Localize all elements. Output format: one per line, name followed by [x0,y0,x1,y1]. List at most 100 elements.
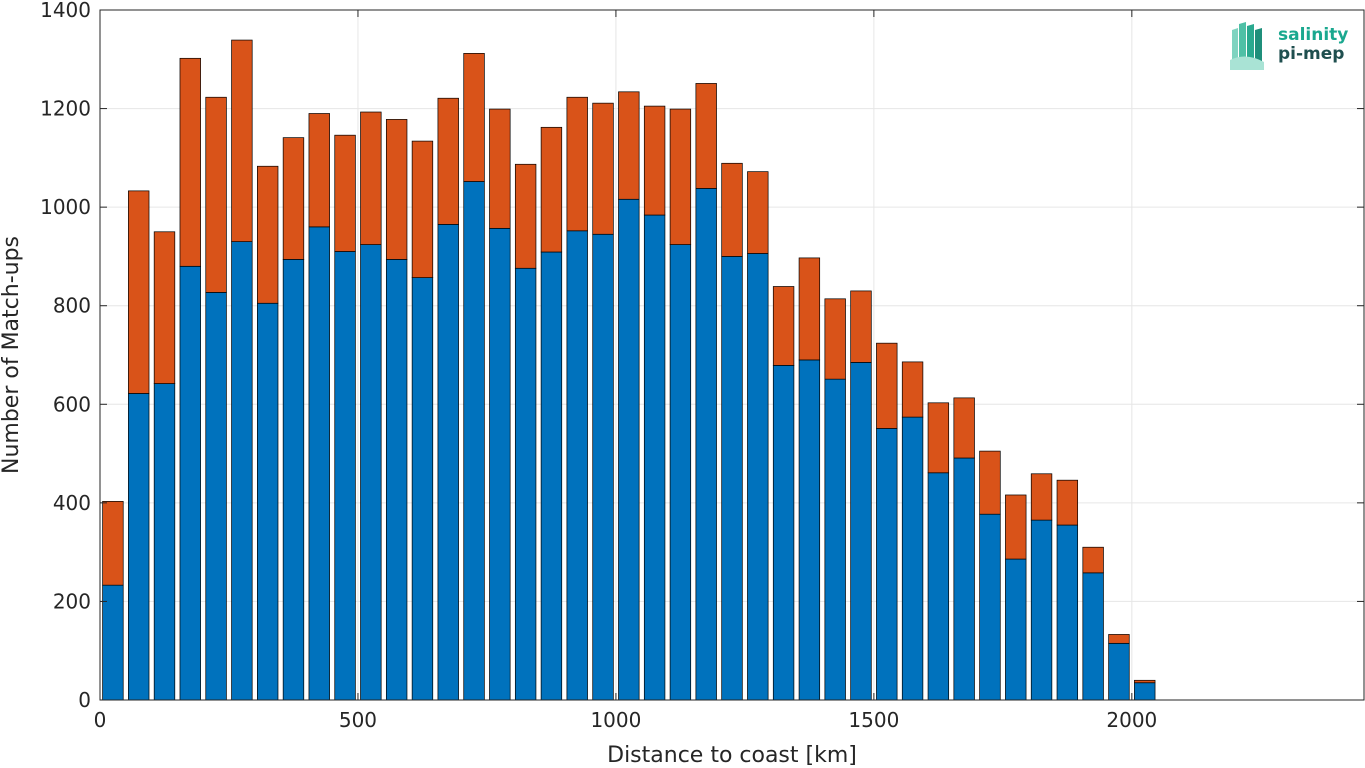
bar-series1 [179,265,201,701]
logo-text-pimep: pi-mep [1278,44,1344,64]
plot-frame [99,9,1365,701]
bar-series2 [153,231,176,384]
bar-series2 [772,286,795,366]
bar-series2 [102,501,124,586]
bar-series2 [643,105,666,216]
bar-series2 [540,126,563,253]
bar-series1 [282,259,305,701]
bar-series2 [463,53,485,182]
bar-series1 [128,393,150,701]
bar-series2 [205,96,227,293]
y-tick-label: 200 [53,589,91,613]
y-tick-label: 1000 [40,195,91,219]
bar-series2 [669,108,692,245]
axis-ticks: 0 500 1000 1500 2000 0 200 400 600 800 1000 1200 140… [40,0,1364,732]
bar-series2 [798,257,821,361]
bar-series2 [927,402,950,474]
bar-series1 [153,383,176,701]
bar-series1 [257,302,279,701]
bar-series2 [1005,494,1027,560]
bar-series1 [747,253,769,701]
bar-series2 [1030,473,1053,521]
bar-series1 [1056,524,1079,701]
bar-series1 [876,428,898,701]
bar-series1 [1082,572,1104,701]
bar-series2 [1082,546,1104,574]
bar-series2 [618,91,640,200]
bar-series1 [901,416,924,701]
bar-series2 [489,108,511,229]
bar-series1 [1134,682,1156,701]
y-tick-label: 800 [53,294,91,318]
y-axis-label: Number of Match-ups [0,236,24,474]
bar-series2 [411,140,434,278]
bar-series1 [772,365,795,701]
bar-series2 [901,361,924,418]
bar-series2 [308,113,330,228]
bar-series1 [643,214,666,701]
bar-series2 [257,165,279,304]
logo-text-salinity: salinity [1278,25,1348,45]
bar-series2 [721,162,743,257]
bar-series2 [514,163,537,269]
bar-series2 [747,171,769,254]
bar-series1 [798,359,821,701]
bar-series1 [334,251,356,701]
bar-series2 [385,119,408,260]
bar-series1 [618,198,640,701]
bar-series2 [695,83,717,189]
bar-series1 [566,230,588,701]
bar-series1 [592,233,614,701]
bar-series2 [437,97,459,225]
bar-series1 [514,267,537,701]
bar-series1 [927,472,950,701]
bar-series2 [1108,634,1130,644]
wave-logo-icon [1230,22,1264,70]
bars-group [102,39,1156,701]
bar-series1 [489,227,511,701]
y-tick-label: 400 [53,491,91,515]
bar-series1 [437,224,459,701]
bar-series1 [953,457,975,701]
bar-series1 [979,513,1001,701]
bar-series1 [824,378,846,701]
bar-series2 [282,137,305,260]
bar-series1 [463,181,485,701]
bar-series1 [411,277,434,701]
bar-series2 [850,290,872,363]
x-tick-label: 2000 [1106,708,1157,732]
bar-series2 [231,39,253,242]
x-axis-label: Distance to coast [km] [607,743,857,768]
bar-series1 [540,251,563,701]
x-tick-label: 0 [94,708,107,732]
bar-series1 [308,226,330,701]
bar-series1 [1005,558,1027,701]
bar-series1 [360,244,382,701]
bar-series1 [385,259,408,701]
bar-series1 [850,362,872,701]
bar-series1 [1108,642,1130,701]
bar-series2 [334,134,356,252]
bar-series2 [360,111,382,245]
bar-series2 [179,57,201,267]
bar-series2 [876,342,898,429]
bar-series2 [979,450,1001,515]
bar-series2 [592,102,614,235]
bar-series1 [721,256,743,701]
bar-series2 [1134,679,1156,684]
x-tick-label: 1500 [848,708,899,732]
y-tick-label: 0 [78,688,91,712]
bar-series2 [128,190,150,394]
x-tick-label: 500 [339,708,377,732]
bar-series1 [1030,519,1053,701]
bar-series1 [231,241,253,701]
bar-series2 [566,96,588,232]
bar-series1 [695,188,717,701]
x-tick-label: 1000 [590,708,641,732]
y-tick-label: 1200 [40,97,91,121]
bar-series2 [953,397,975,459]
salinity-pi-mep-logo: salinity pi-mep [1230,22,1348,70]
y-tick-label: 600 [53,392,91,416]
bar-series1 [102,584,124,701]
